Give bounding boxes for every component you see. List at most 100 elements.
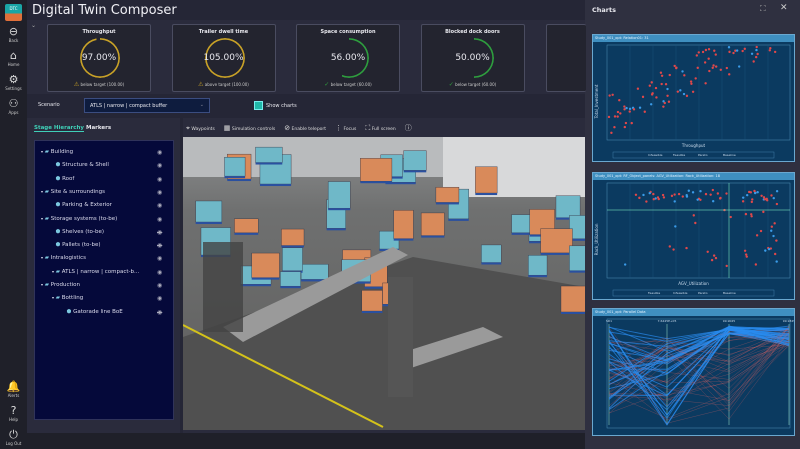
expand-arrow-icon[interactable]: ▾ xyxy=(52,295,55,301)
chart-panel[interactable]: Study_001_opt: Relation01: 31 Throughput T… xyxy=(592,34,795,162)
data-point xyxy=(711,188,715,192)
tree-item[interactable]: ▾ ▰ Intralogistics xyxy=(41,255,86,261)
eye-icon[interactable]: ◉ xyxy=(157,282,163,289)
tree-item[interactable]: ▾ ▰ Bottling xyxy=(52,295,83,301)
tree-item-label: ATLS | narrow | compact-b... xyxy=(61,268,140,275)
kpi-card[interactable]: Blocked dock doors 50.00% ✓ below target… xyxy=(420,24,525,92)
cube-icon: ⬢ xyxy=(66,308,72,315)
legend-entry: Pareto xyxy=(698,153,708,157)
collapse-chevron-icon[interactable]: ⌄ xyxy=(31,22,37,29)
data-point xyxy=(694,221,697,225)
rail-alerts[interactable]: 🔔 Alerts xyxy=(0,380,27,399)
tree-item[interactable]: ▾ ▰ Storage systems (to-be) xyxy=(41,216,117,222)
axis-label: 7.6445E+05 xyxy=(658,319,677,323)
tree-item[interactable]: ▾ ▰ Site & surroundings xyxy=(41,189,105,195)
eye-icon[interactable]: ◉ xyxy=(157,268,163,276)
tree-item[interactable]: ▾ ▰ Production xyxy=(41,282,80,288)
rail-settings[interactable]: ⚙ Settings xyxy=(0,74,27,92)
folder-icon: ▰ xyxy=(44,188,49,195)
eye-icon[interactable]: ◉ xyxy=(157,295,163,303)
data-point xyxy=(687,189,691,192)
tree-item[interactable]: ⬢ Structure & Shell xyxy=(52,162,109,168)
eye-icon[interactable]: ◉ xyxy=(157,202,163,210)
eye-icon[interactable]: ◉ xyxy=(157,255,163,263)
kpi-card[interactable]: Space consumption 56.00% ✓ below target … xyxy=(296,24,400,92)
rail-help[interactable]: ? Help xyxy=(0,405,27,423)
data-point xyxy=(623,125,627,129)
data-point xyxy=(632,108,636,111)
info-icon[interactable]: ⓘ xyxy=(404,124,412,132)
eye-off-icon[interactable]: ◉ xyxy=(157,308,163,316)
data-point xyxy=(636,87,640,90)
pallet xyxy=(280,271,301,287)
rail-apps[interactable]: ⚇ Apps xyxy=(0,98,27,116)
data-point xyxy=(677,192,681,196)
chevron-down-icon: ⌄ xyxy=(199,102,204,108)
kpi-card[interactable]: Trailer dwell time 105.00% ⚠ above targe… xyxy=(171,24,276,92)
pallet xyxy=(281,228,305,246)
folder-icon: ▰ xyxy=(44,149,49,155)
axis-label: SD1 xyxy=(606,319,612,323)
expand-arrow-icon[interactable]: ▾ xyxy=(41,188,44,194)
expand-arrow-icon[interactable]: ▾ xyxy=(41,215,44,221)
kpi-card-partial[interactable] xyxy=(546,24,586,92)
warning-icon: ⚠ xyxy=(73,81,80,88)
stage-tree: ▾ ▰ Building ◉ ⬢ Structure & Shell ◉ ⬢ Roo… xyxy=(34,140,174,420)
tree-item-label: Roof xyxy=(62,175,75,182)
rail-back[interactable]: ⊖ Back xyxy=(0,26,27,44)
tree-item[interactable]: ⬢ Roof xyxy=(52,175,75,182)
data-point xyxy=(754,55,758,59)
tree-item[interactable]: ⬢ Pallets (to-be) xyxy=(52,242,101,248)
tool-enable-teleport[interactable]: ⊘ Enable teleport xyxy=(284,124,326,132)
data-point xyxy=(623,105,626,108)
tab-markers[interactable]: Markers xyxy=(86,125,112,131)
eye-icon[interactable]: ◉ xyxy=(157,162,163,170)
check-icon: ✓ xyxy=(324,81,330,88)
expand-arrow-icon[interactable]: ▾ xyxy=(41,149,44,154)
data-point xyxy=(744,253,748,256)
expand-icon[interactable]: ⛶ xyxy=(760,4,766,13)
eye-icon[interactable]: ◉ xyxy=(157,175,163,183)
rail-home[interactable]: ⌂ Home xyxy=(0,50,27,68)
parallel-line xyxy=(608,345,790,421)
data-point xyxy=(711,66,714,69)
folder-icon: ▰ xyxy=(44,282,49,288)
eye-icon[interactable]: ◉ xyxy=(157,215,163,223)
eye-off-icon[interactable]: ◉ xyxy=(157,242,163,250)
bell-icon: 🔔 xyxy=(6,380,21,393)
fullscreen-icon: ⛶ xyxy=(365,123,371,132)
tool-full-screen[interactable]: ⛶ Full screen xyxy=(365,124,395,133)
expand-arrow-icon[interactable]: ▾ xyxy=(41,255,44,261)
tree-item-label: Bottling xyxy=(61,295,84,302)
rail-log-out[interactable]: ⏻ Log Out xyxy=(0,429,27,447)
expand-arrow-icon[interactable]: ▾ xyxy=(52,268,55,274)
tool-focus[interactable]: ⋮ Focus xyxy=(335,124,356,132)
chart-panel[interactable]: Study_001_opt: Parallel Data SD1 7.6445E+0… xyxy=(592,308,795,436)
scenario-select[interactable]: ATLS | narrow | compact buffer ⌄ xyxy=(84,98,210,113)
tree-item[interactable]: ⬢ Shelves (to-be) xyxy=(52,229,104,235)
eye-icon[interactable]: ◉ xyxy=(157,188,163,196)
rail-label: Apps xyxy=(8,110,19,115)
expand-arrow-icon[interactable]: ▾ xyxy=(41,282,44,287)
tree-item[interactable]: ▾ ▰ ATLS | narrow | compact-b... xyxy=(52,269,139,275)
eye-icon[interactable]: ◉ xyxy=(157,149,163,156)
tool-simulation-controls[interactable]: ▦ Simulation controls xyxy=(224,124,275,132)
pallet xyxy=(234,218,259,234)
3d-viewport[interactable] xyxy=(183,137,585,430)
data-point xyxy=(613,115,617,118)
close-icon[interactable]: ✕ xyxy=(780,3,788,13)
tree-item[interactable]: ⬢ Parking & Exterior xyxy=(52,202,112,208)
chart-panel[interactable]: Study_001_opt: RF_Object_panels: AGV_Uti… xyxy=(592,172,795,300)
data-point xyxy=(628,107,632,111)
show-charts-checkbox[interactable] xyxy=(254,101,263,110)
eye-off-icon[interactable]: ◉ xyxy=(157,228,163,236)
data-point xyxy=(750,215,753,218)
kpi-title: Trailer dwell time xyxy=(198,29,249,35)
tool-waypoints[interactable]: ⌖ Waypoints xyxy=(186,124,215,133)
tree-item[interactable]: ▾ ▰ Building xyxy=(41,149,73,155)
tab-stage-hierarchy[interactable]: Stage Hierarchy xyxy=(34,125,84,132)
data-point xyxy=(753,191,757,195)
tree-item-label: Structure & Shell xyxy=(62,162,109,169)
kpi-card[interactable]: Throughput 97.00% ⚠ below target (100.00… xyxy=(47,24,151,92)
tree-item[interactable]: ⬢ Gatorade line BoE xyxy=(63,309,123,315)
